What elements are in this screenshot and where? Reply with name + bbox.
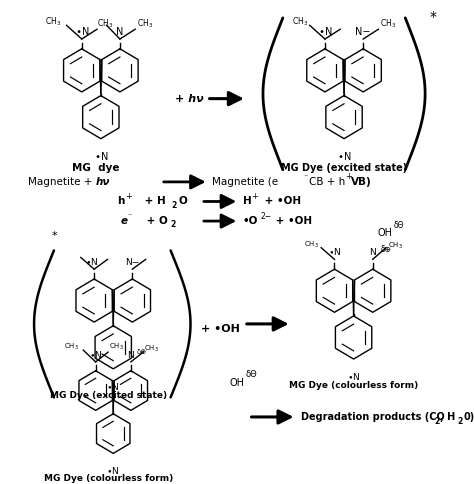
Text: CH$_3$: CH$_3$: [64, 342, 79, 352]
Text: + O: + O: [143, 216, 167, 226]
Text: O: O: [178, 197, 187, 207]
Text: ⁻: ⁻: [303, 172, 308, 182]
Text: $\bullet$N: $\bullet$N: [347, 371, 360, 382]
Text: + •OH: + •OH: [272, 216, 312, 226]
Text: MG  dye: MG dye: [73, 163, 120, 173]
Text: $\bullet$N: $\bullet$N: [85, 256, 99, 267]
Text: H: H: [243, 197, 252, 207]
Text: , H: , H: [440, 412, 456, 422]
Text: Magnetite (e: Magnetite (e: [212, 177, 279, 187]
Text: N: N: [116, 27, 124, 37]
Text: + •OH: + •OH: [201, 324, 239, 334]
Text: δΘ: δΘ: [394, 221, 404, 229]
Text: 0): 0): [463, 412, 474, 422]
Text: MG Dye (colourless form): MG Dye (colourless form): [44, 474, 173, 483]
Text: CH$_3$: CH$_3$: [388, 241, 403, 251]
Text: + H: + H: [141, 197, 165, 207]
Text: $\bullet$N: $\bullet$N: [93, 151, 108, 163]
Text: $\bullet$N: $\bullet$N: [74, 25, 89, 37]
Text: CH$_3$: CH$_3$: [97, 17, 113, 30]
Text: + hν: + hν: [175, 93, 204, 104]
Text: +: +: [125, 192, 132, 201]
Text: e: e: [120, 216, 128, 226]
Text: $\bullet$N: $\bullet$N: [107, 380, 120, 392]
Text: CH$_3$: CH$_3$: [45, 15, 61, 28]
Text: VB): VB): [351, 177, 372, 187]
Text: $\bullet$N: $\bullet$N: [89, 349, 102, 360]
Text: $\bullet$N: $\bullet$N: [328, 246, 341, 257]
Text: h: h: [117, 197, 125, 207]
Text: •O: •O: [243, 216, 258, 226]
Text: δΘ: δΘ: [246, 370, 257, 379]
Text: Magnetite +: Magnetite +: [28, 177, 96, 187]
Text: CB + h: CB + h: [309, 177, 345, 187]
Text: N−: N−: [125, 258, 139, 267]
Text: Degradation products (CO: Degradation products (CO: [301, 412, 445, 422]
Text: MG Dye (excited state): MG Dye (excited state): [50, 391, 167, 400]
Text: MG Dye (excited state): MG Dye (excited state): [281, 163, 407, 173]
Text: ⁻: ⁻: [128, 212, 132, 221]
Text: $\bullet$N: $\bullet$N: [318, 25, 332, 37]
Text: +: +: [345, 172, 352, 182]
Text: *: *: [430, 10, 437, 24]
Text: hν: hν: [96, 177, 110, 187]
Text: 2: 2: [435, 417, 440, 426]
Text: N−: N−: [356, 27, 371, 37]
Text: N: N: [369, 248, 376, 257]
Text: *: *: [51, 231, 57, 241]
Text: OH: OH: [229, 378, 245, 388]
Text: CH$_3$: CH$_3$: [304, 240, 319, 250]
Text: CH$_3$: CH$_3$: [144, 344, 159, 354]
Text: N: N: [128, 351, 134, 360]
Text: MG Dye (colourless form): MG Dye (colourless form): [289, 381, 418, 390]
Text: 2: 2: [172, 201, 177, 210]
Text: $\bullet$N: $\bullet$N: [337, 151, 351, 163]
Text: OH: OH: [377, 228, 392, 238]
Text: CH$_3$: CH$_3$: [109, 342, 124, 352]
Text: + •OH: + •OH: [261, 197, 301, 207]
Text: 2−: 2−: [260, 212, 271, 221]
Text: +: +: [252, 192, 258, 201]
Text: CH$_3$: CH$_3$: [380, 17, 396, 30]
Text: CH$_3$: CH$_3$: [137, 17, 153, 30]
Text: 2: 2: [457, 417, 463, 426]
Text: 2: 2: [171, 221, 176, 229]
Text: $\bullet$N: $\bullet$N: [107, 465, 120, 476]
Text: δ⊕: δ⊕: [380, 245, 392, 254]
Text: CH$_3$: CH$_3$: [292, 15, 308, 28]
Text: δ⊕: δ⊕: [137, 349, 146, 355]
